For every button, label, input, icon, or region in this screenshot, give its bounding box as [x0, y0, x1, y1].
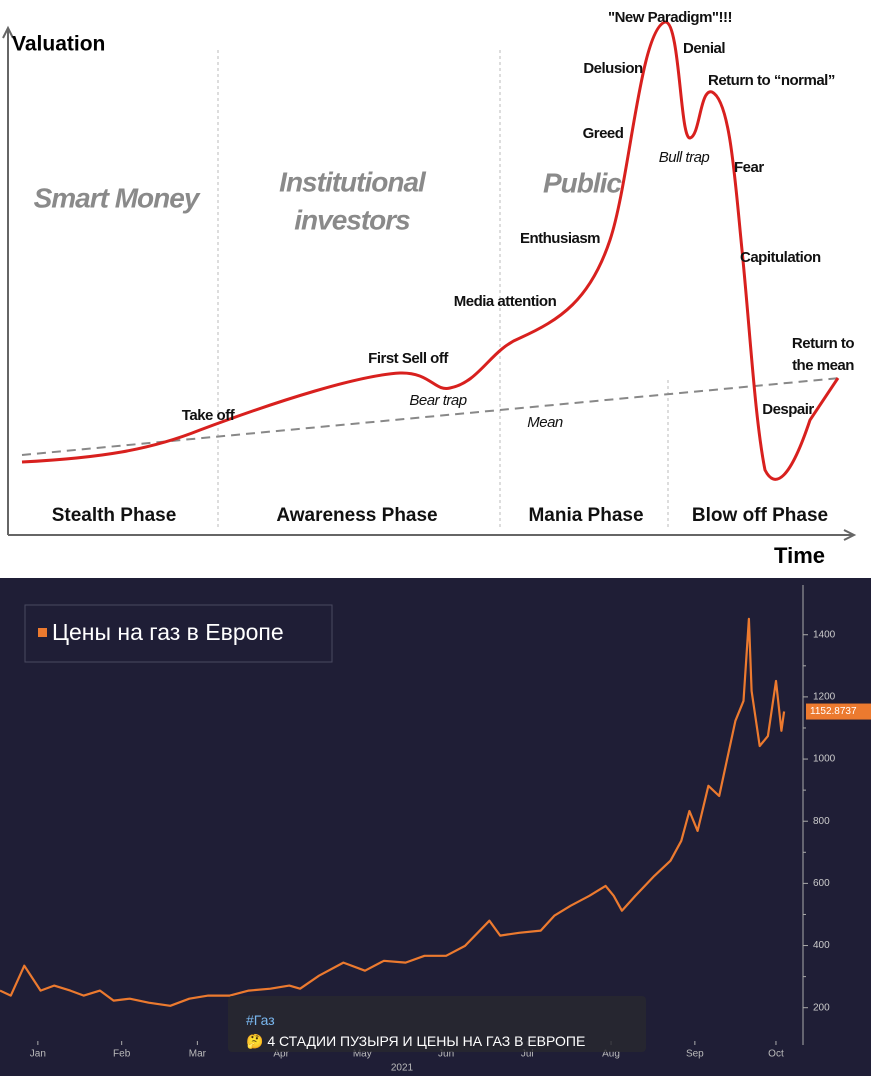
annotation: the mean	[792, 357, 854, 374]
annotation: Despair	[762, 401, 814, 418]
annotation: "New Paradigm"!!!	[608, 9, 732, 26]
y-tick-label: 800	[813, 816, 830, 827]
y-label: Valuation	[12, 33, 105, 56]
caption: #Газ 🤔 4 СТАДИИ ПУЗЫРЯ И ЦЕНЫ НА ГАЗ В Е…	[228, 996, 646, 1052]
y-tick-label: 1400	[813, 629, 836, 640]
x-tick-label: Jan	[30, 1049, 46, 1060]
x-tick-label: Aug	[602, 1049, 620, 1060]
annotation: Mean	[527, 414, 563, 431]
phase-label: Blow off Phase	[692, 505, 828, 526]
x-tick-label: Feb	[113, 1049, 131, 1060]
annotation: Denial	[683, 40, 725, 57]
y-tick-label: 600	[813, 878, 830, 889]
annotation: Delusion	[583, 60, 643, 77]
annotation: Greed	[583, 125, 624, 142]
group-label: investors	[294, 204, 410, 235]
diagram: Valuation Time Smart Money Institutional i…	[2, 9, 857, 568]
x-tick-label: May	[353, 1049, 372, 1060]
annotation: Take off	[182, 407, 236, 424]
group-label: Institutional	[279, 166, 427, 197]
annotation: Enthusiasm	[520, 230, 600, 247]
annotation: Fear	[734, 159, 764, 176]
y-tick-label: 1000	[813, 754, 836, 765]
arrow	[2, 25, 14, 39]
y-tick-label: 1200	[813, 692, 836, 703]
phase-label: Awareness Phase	[276, 505, 437, 526]
price-line	[0, 617, 786, 1007]
diagram-bg	[0, 0, 871, 578]
group-label: Public	[543, 167, 622, 198]
mean-line	[21, 377, 841, 456]
annotation: Bull trap	[659, 149, 710, 166]
hashtag[interactable]: #Газ	[246, 1012, 275, 1028]
phase-label: Stealth Phase	[52, 505, 177, 526]
annotation: First Sell off	[368, 350, 449, 367]
y-tick-label: 400	[813, 940, 830, 951]
x-tick-label: Mar	[189, 1049, 207, 1060]
x-tick-label: Jun	[438, 1049, 454, 1060]
x-tick-label: Oct	[768, 1049, 784, 1060]
legend	[24, 604, 333, 663]
x-label: 2021	[391, 1063, 414, 1074]
annotation: Bear trap	[409, 392, 466, 409]
last-value-tag	[806, 703, 871, 720]
caption-text: 🤔 4 СТАДИИ ПУЗЫРЯ И ЦЕНЫ НА ГАЗ В ЕВРОПЕ	[246, 1033, 586, 1049]
phase-label: Mania Phase	[528, 505, 643, 526]
legend-swatch	[38, 628, 47, 637]
arrow	[843, 529, 857, 541]
annotation: Media attention	[454, 293, 557, 310]
chart: 200 400 600 800 1000 1200 1400 Jan Feb Mar Apr May J…	[0, 617, 871, 1074]
annotation: Capitulation	[740, 249, 821, 266]
x-tick-label: Jul	[521, 1049, 534, 1060]
legend-label: Цены на газ в Европе	[52, 619, 284, 645]
y-tick-label: 200	[813, 1002, 830, 1013]
annotation: Return to “normal”	[708, 72, 835, 89]
x-label: Time	[774, 543, 825, 568]
bubble-curve	[21, 20, 840, 481]
annotation: Return to	[792, 335, 854, 352]
group-label: Smart Money	[34, 182, 201, 213]
x-tick-label: Sep	[686, 1049, 704, 1060]
last-value-label: 1152.8737	[810, 706, 857, 717]
x-tick-label: Apr	[273, 1049, 289, 1060]
